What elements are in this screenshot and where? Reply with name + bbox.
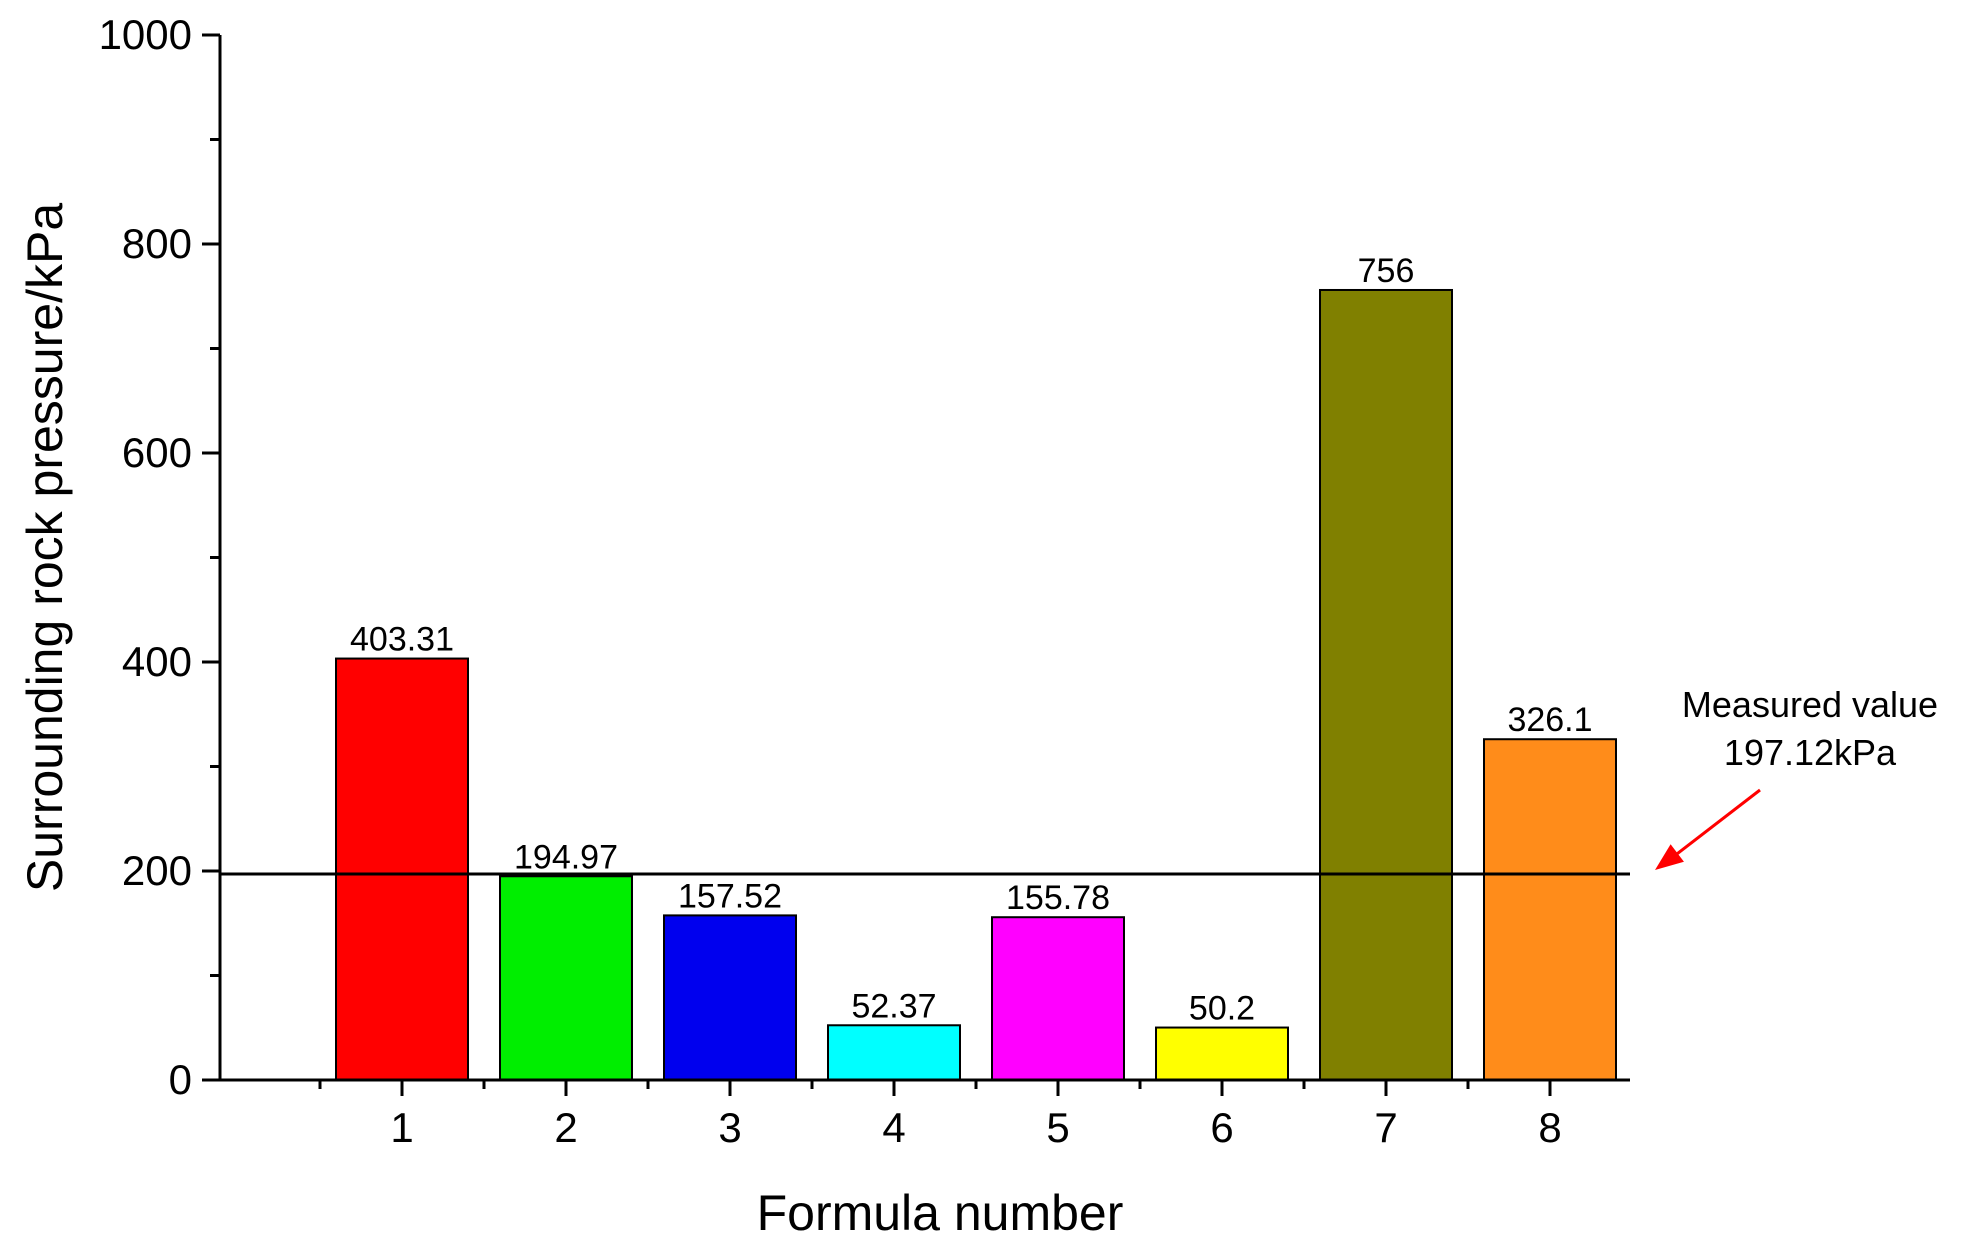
bar-3	[663, 914, 797, 1081]
bar-4	[827, 1024, 961, 1081]
y-tick-label-1000: 1000	[99, 11, 192, 58]
bars-group	[335, 288, 1617, 1082]
measured-value-annotation-line2: 197.12kPa	[1724, 732, 1897, 773]
x-tick-label-1: 1	[390, 1104, 413, 1151]
x-axis-ticks: 1 2 3 4 5 6 7 8	[318, 1080, 1562, 1151]
measured-value-annotation-line1: Measured value	[1682, 684, 1938, 725]
x-tick-label-8: 8	[1538, 1104, 1561, 1151]
bar-value-label-8: 326.1	[1507, 701, 1592, 739]
y-tick-label-600: 600	[122, 429, 192, 476]
bar-8	[1483, 738, 1617, 1082]
y-axis-ticks: 0 200 400 600 800 1000	[99, 11, 220, 1103]
bar-7	[1319, 288, 1453, 1082]
bar-value-label-6: 50.2	[1189, 990, 1255, 1028]
y-tick-label-400: 400	[122, 638, 192, 685]
bar-value-label-3: 157.52	[678, 877, 782, 915]
x-tick-label-4: 4	[882, 1104, 905, 1151]
bar-1	[335, 657, 469, 1082]
x-tick-label-3: 3	[718, 1104, 741, 1151]
x-tick-label-2: 2	[554, 1104, 577, 1151]
bar-5	[991, 916, 1125, 1081]
bar-value-label-5: 155.78	[1006, 879, 1110, 917]
bar-value-label-4: 52.37	[851, 987, 936, 1025]
y-tick-label-800: 800	[122, 220, 192, 267]
x-tick-label-5: 5	[1046, 1104, 1069, 1151]
bar-value-label-1: 403.31	[350, 621, 454, 659]
bar-value-labels: 403.31 194.97 157.52 52.37 155.78 50.2 756 326.…	[350, 252, 1593, 1028]
y-axis-title: Surrounding rock pressure/kPa	[17, 203, 73, 892]
bar-value-label-2: 194.97	[514, 838, 618, 876]
arrow-head	[1655, 844, 1684, 871]
x-tick-label-7: 7	[1374, 1104, 1397, 1151]
y-tick-label-200: 200	[122, 847, 192, 894]
arrow-shaft	[1668, 788, 1761, 862]
x-axis-title: Formula number	[757, 1185, 1124, 1241]
y-tick-label-0: 0	[169, 1056, 192, 1103]
bar-value-label-7: 756	[1358, 252, 1415, 290]
measured-value-arrow	[1655, 788, 1761, 871]
bar-6	[1155, 1026, 1289, 1082]
bar-2	[499, 875, 633, 1081]
x-tick-label-6: 6	[1210, 1104, 1233, 1151]
